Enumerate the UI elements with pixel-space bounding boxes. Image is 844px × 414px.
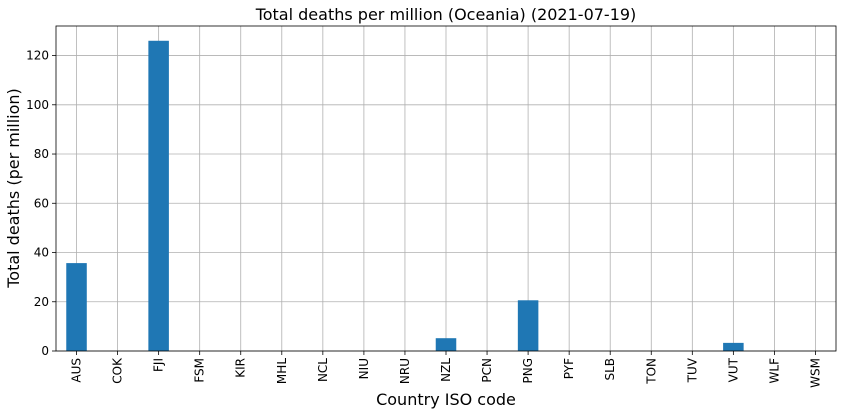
x-tick-label: NCL [316,358,330,382]
bar-png [517,300,539,351]
x-tick-label: NIU [357,358,371,379]
x-tick-label: PYF [562,358,576,379]
bar-vut [723,342,744,351]
x-tick-label: FJI [152,358,166,372]
y-tick-label: 100 [26,98,49,112]
grid [56,26,836,352]
x-tick-label: COK [111,357,125,384]
y-tick-label: 120 [26,49,49,63]
x-tick-label: MHL [275,358,289,384]
x-tick-label: TUV [685,357,699,383]
bar-nzl [435,338,457,351]
x-tick-label: WSM [808,358,822,388]
x-tick-label: PCN [480,358,494,383]
y-tick-label: 80 [34,147,49,161]
x-tick-label: KIR [234,358,248,378]
x-tick-label: PNG [521,358,535,384]
plot-frame [55,25,837,352]
y-tick-label: 0 [41,344,49,358]
y-tick-label: 60 [34,196,49,210]
x-tick-label: SLB [603,358,617,381]
y-tick-label: 40 [34,246,49,260]
x-tick-label: VUT [726,357,740,382]
chart-title: Total deaths per million (Oceania) (2021… [255,5,637,24]
x-tick-label: WLF [767,358,781,384]
x-tick-label: AUS [70,358,84,383]
y-tick-label: 20 [34,295,49,309]
axes: 0 20 40 60 80 100 120 AUS COK FJI FSM KIR MHL NCL NIU N… [26,25,837,388]
x-tick-label: FSM [193,358,207,383]
x-tick-label: NZL [439,358,453,382]
bars [66,40,744,351]
bar-aus [66,263,87,351]
x-tick-label: NRU [398,358,412,384]
y-axis-label: Total deaths (per million) [4,88,23,289]
x-axis-label: Country ISO code [376,390,516,409]
x-tick-label: TON [644,358,658,385]
bar-fji [148,40,169,351]
